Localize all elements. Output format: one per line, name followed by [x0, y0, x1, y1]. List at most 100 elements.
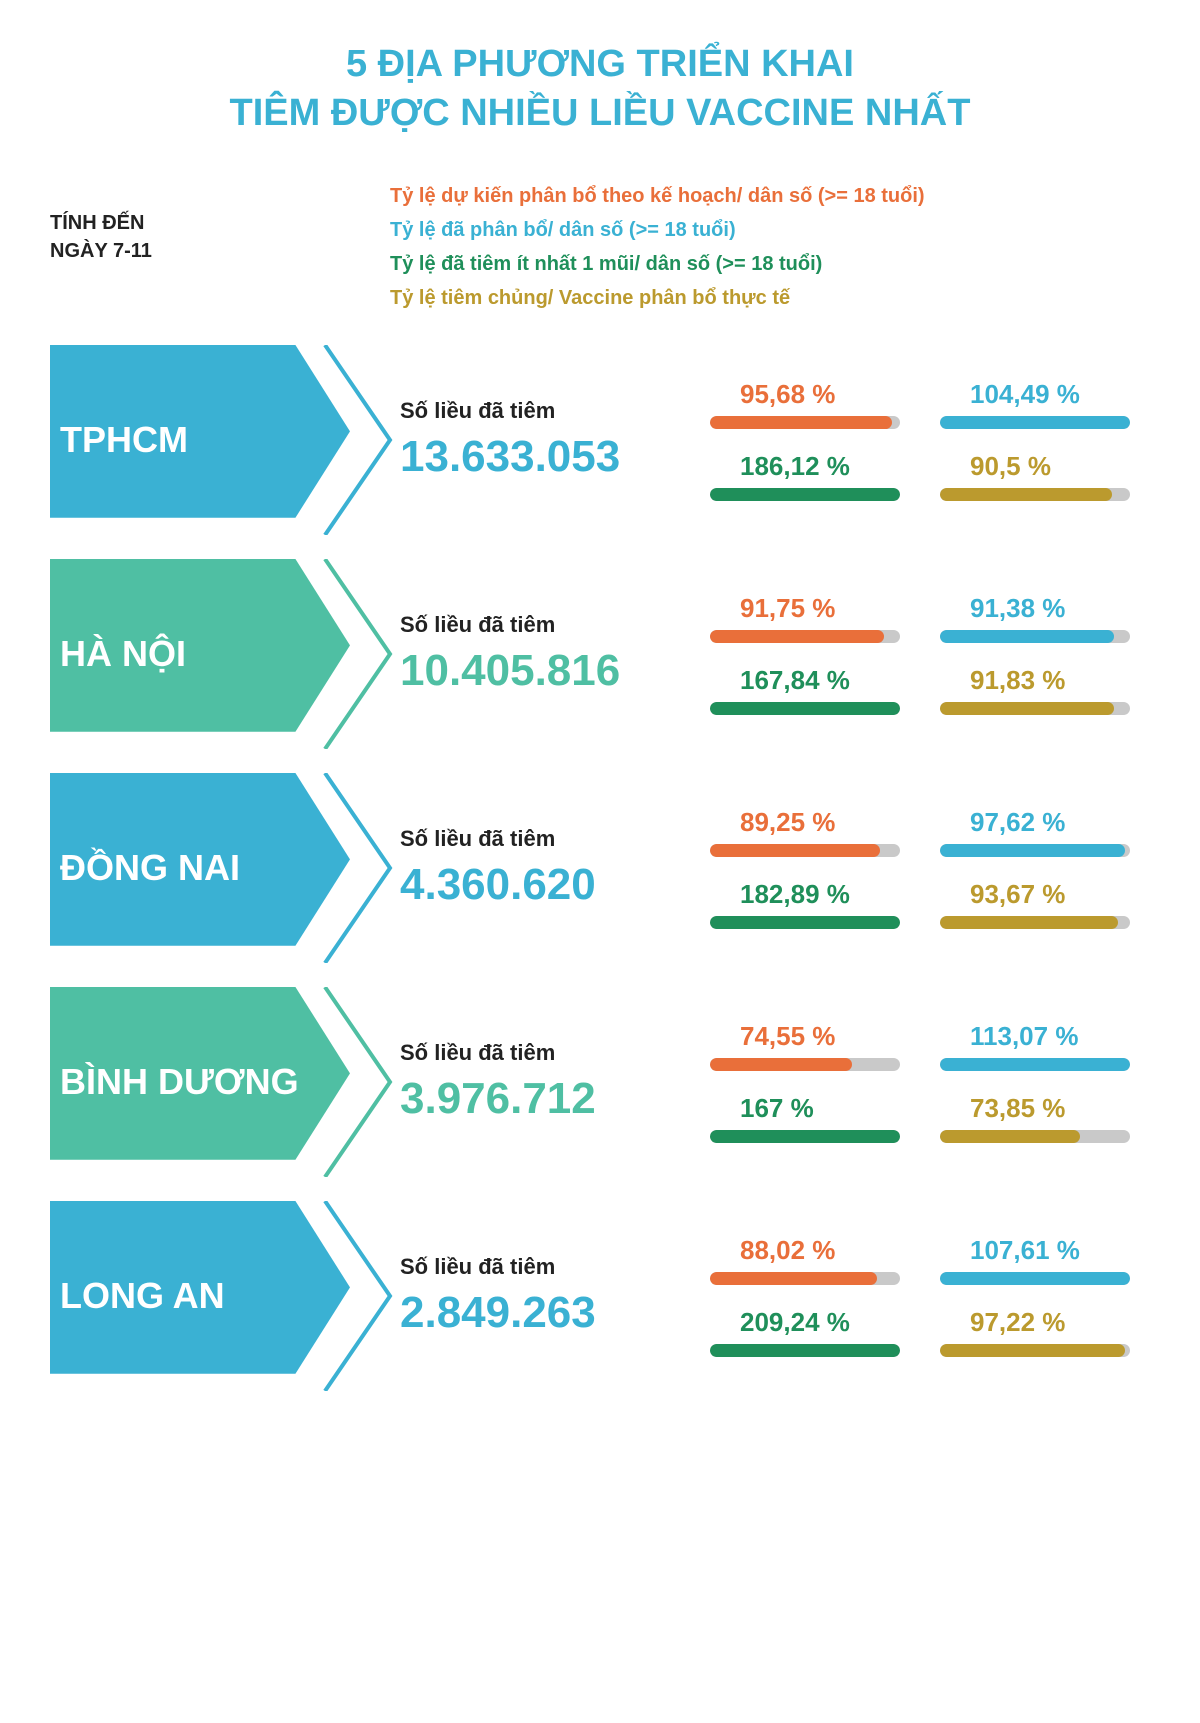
bar-fill: [710, 916, 900, 929]
stat-orange: 89,25 %: [710, 807, 900, 857]
stat-blue: 113,07 %: [940, 1021, 1130, 1071]
bar-track: [940, 416, 1130, 429]
stat-value: 186,12 %: [710, 451, 850, 482]
bar-fill: [940, 488, 1112, 501]
bar-fill: [940, 1058, 1130, 1071]
stat-green: 167 %: [710, 1093, 900, 1143]
doses-label: Số liều đã tiêm: [400, 1040, 710, 1066]
stat-gold: 93,67 %: [940, 879, 1130, 929]
legend-orange: Tỷ lệ dự kiến phân bổ theo kế hoạch/ dân…: [390, 179, 1150, 213]
doses-value: 4.360.620: [400, 860, 710, 910]
date-box: TÍNH ĐẾN NGÀY 7-11: [50, 179, 350, 265]
stat-value: 93,67 %: [940, 879, 1065, 910]
title-line-1: 5 ĐỊA PHƯƠNG TRIỂN KHAI: [346, 43, 854, 85]
doses-block: Số liều đã tiêm13.633.053: [400, 398, 710, 482]
data-row: ĐỒNG NAI Số liều đã tiêm 4.360.62089,25 % 9…: [50, 773, 1150, 963]
doses-value: 10.405.816: [400, 646, 710, 696]
region-label: ĐỒNG NAI: [50, 773, 350, 963]
bar-track: [940, 1130, 1130, 1143]
stat-value: 91,75 %: [710, 593, 835, 624]
bar-track: [710, 1130, 900, 1143]
stat-orange: 88,02 %: [710, 1235, 900, 1285]
bar-track: [710, 844, 900, 857]
date-line-1: TÍNH ĐẾN: [50, 212, 144, 234]
stat-gold: 97,22 %: [940, 1307, 1130, 1357]
region-label: BÌNH DƯƠNG: [50, 987, 350, 1177]
stats-grid: 91,75 % 91,38 % 167,84 % 91,83 %: [710, 593, 1150, 715]
region-name: LONG AN: [60, 1275, 225, 1317]
stat-value: 88,02 %: [710, 1235, 835, 1266]
bar-fill: [710, 1130, 900, 1143]
stat-value: 89,25 %: [710, 807, 835, 838]
bar-fill: [940, 916, 1118, 929]
bar-track: [710, 1058, 900, 1071]
region-name: BÌNH DƯƠNG: [60, 1061, 299, 1103]
bar-track: [710, 1344, 900, 1357]
stat-gold: 91,83 %: [940, 665, 1130, 715]
bar-fill: [940, 844, 1125, 857]
bar-fill: [940, 1272, 1130, 1285]
data-row: TPHCM Số liều đã tiêm13.633.05395,68 % 104…: [50, 345, 1150, 535]
bar-track: [940, 1344, 1130, 1357]
doses-block: Số liều đã tiêm2.849.263: [400, 1254, 710, 1338]
bar-track: [710, 702, 900, 715]
bar-track: [940, 1058, 1130, 1071]
bar-fill: [940, 1344, 1125, 1357]
stat-blue: 91,38 %: [940, 593, 1130, 643]
stat-value: 90,5 %: [940, 451, 1051, 482]
bar-track: [710, 630, 900, 643]
bar-track: [940, 1272, 1130, 1285]
row-content: Số liều đã tiêm 4.360.62089,25 % 97,62 % 18…: [350, 773, 1150, 963]
stat-value: 73,85 %: [940, 1093, 1065, 1124]
doses-value: 13.633.053: [400, 432, 710, 482]
doses-label: Số liều đã tiêm: [400, 826, 710, 852]
bar-track: [940, 702, 1130, 715]
data-row: BÌNH DƯƠNGSố liều đã tiêm3.976.71274,55 …: [50, 987, 1150, 1177]
stat-green: 182,89 %: [710, 879, 900, 929]
stat-value: 182,89 %: [710, 879, 850, 910]
stat-orange: 91,75 %: [710, 593, 900, 643]
doses-block: Số liều đã tiêm 4.360.620: [400, 826, 710, 910]
bar-track: [940, 844, 1130, 857]
stats-grid: 89,25 % 97,62 % 182,89 % 93,67 %: [710, 807, 1150, 929]
bar-fill: [710, 1058, 852, 1071]
region-label: HÀ NỘI: [50, 559, 350, 749]
stats-grid: 74,55 % 113,07 % 167 % 73,85 %: [710, 1021, 1150, 1143]
bar-fill: [710, 488, 900, 501]
bar-track: [710, 488, 900, 501]
stat-value: 97,22 %: [940, 1307, 1065, 1338]
page-title: 5 ĐỊA PHƯƠNG TRIỂN KHAI TIÊM ĐƯỢC NHIỀU …: [50, 40, 1150, 139]
bar-fill: [940, 416, 1130, 429]
stat-blue: 107,61 %: [940, 1235, 1130, 1285]
bar-fill: [710, 416, 892, 429]
stat-value: 107,61 %: [940, 1235, 1080, 1266]
bar-fill: [710, 1344, 900, 1357]
legend-gold: Tỷ lệ tiêm chủng/ Vaccine phân bổ thực t…: [390, 281, 1150, 315]
region-label: TPHCM: [50, 345, 350, 535]
stat-green: 167,84 %: [710, 665, 900, 715]
bar-fill: [710, 844, 880, 857]
stat-blue: 97,62 %: [940, 807, 1130, 857]
date-line-2: NGÀY 7-11: [50, 240, 152, 262]
doses-value: 2.849.263: [400, 1288, 710, 1338]
region-name: TPHCM: [60, 419, 188, 461]
stat-value: 104,49 %: [940, 379, 1080, 410]
stat-orange: 74,55 %: [710, 1021, 900, 1071]
stat-green: 186,12 %: [710, 451, 900, 501]
bar-track: [940, 916, 1130, 929]
row-content: Số liều đã tiêm 10.405.81691,75 % 91,38 % 1…: [350, 559, 1150, 749]
stat-value: 167 %: [710, 1093, 814, 1124]
stat-value: 91,83 %: [940, 665, 1065, 696]
stat-gold: 90,5 %: [940, 451, 1130, 501]
stat-blue: 104,49 %: [940, 379, 1130, 429]
stat-value: 95,68 %: [710, 379, 835, 410]
stat-value: 97,62 %: [940, 807, 1065, 838]
bar-fill: [940, 1130, 1080, 1143]
bar-fill: [710, 1272, 877, 1285]
bar-track: [940, 488, 1130, 501]
bar-track: [940, 630, 1130, 643]
row-content: Số liều đã tiêm13.633.05395,68 % 104,49 %…: [350, 345, 1150, 535]
stat-orange: 95,68 %: [710, 379, 900, 429]
rows-container: TPHCMSố liều đã tiêm13.633.05395,68 %104…: [50, 345, 1150, 1391]
doses-label: Số liều đã tiêm: [400, 612, 710, 638]
